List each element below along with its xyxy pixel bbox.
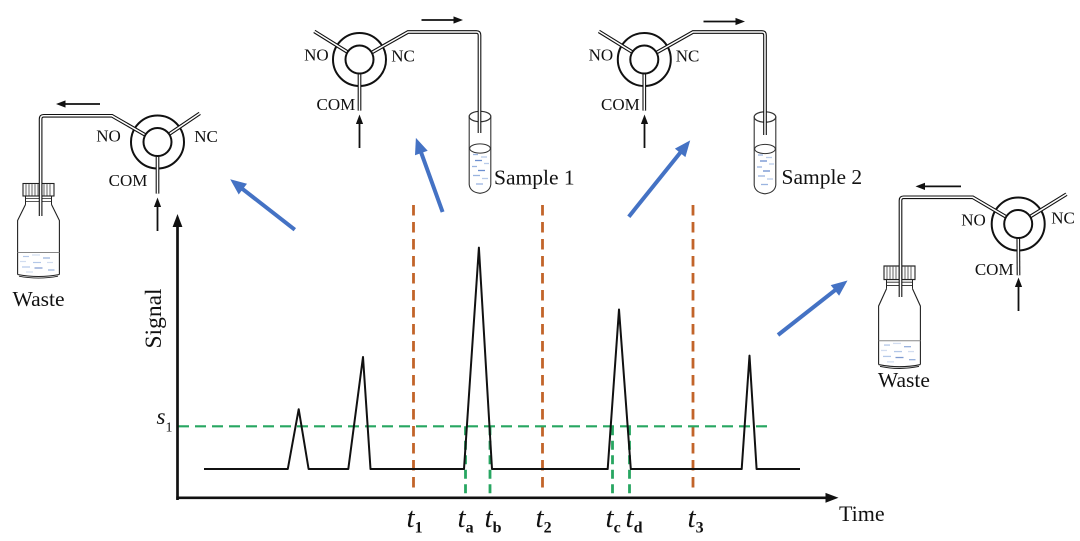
svg-text:NC: NC [391, 47, 415, 66]
svg-text:COM: COM [109, 171, 148, 190]
svg-text:COM: COM [317, 95, 356, 114]
svg-text:Sample 1: Sample 1 [494, 166, 575, 190]
svg-text:Waste: Waste [878, 368, 930, 392]
svg-text:NC: NC [676, 47, 700, 66]
svg-text:NO: NO [961, 211, 986, 230]
svg-text:NO: NO [304, 46, 329, 65]
svg-text:Signal: Signal [141, 288, 167, 349]
svg-text:NC: NC [1051, 209, 1075, 228]
svg-text:COM: COM [975, 260, 1014, 279]
svg-text:Waste: Waste [13, 287, 65, 311]
svg-text:Sample 2: Sample 2 [782, 165, 863, 189]
svg-text:NO: NO [589, 46, 614, 65]
svg-text:NO: NO [96, 127, 121, 146]
svg-text:COM: COM [601, 95, 640, 114]
svg-text:NC: NC [194, 127, 218, 146]
svg-text:Time: Time [839, 501, 885, 526]
